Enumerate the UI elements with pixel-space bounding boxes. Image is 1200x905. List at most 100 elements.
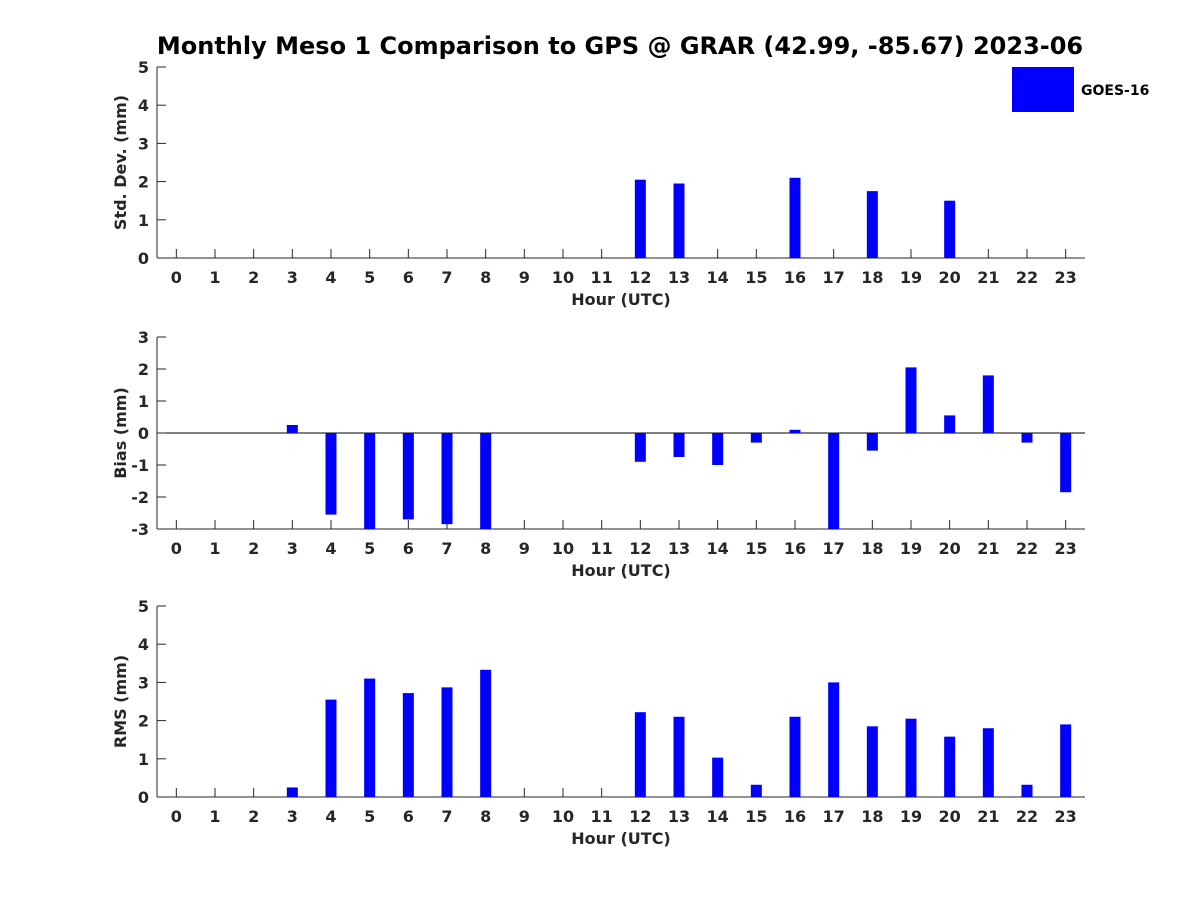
bar <box>634 433 646 462</box>
legend-swatch <box>1012 67 1074 112</box>
x-tick-label: 5 <box>364 539 375 558</box>
x-tick-label: 19 <box>900 268 922 287</box>
x-tick-label: 0 <box>171 268 182 287</box>
x-tick-label: 13 <box>668 268 690 287</box>
bar <box>325 433 337 515</box>
x-tick-label: 3 <box>287 807 298 826</box>
y-tick-label: 3 <box>138 328 149 347</box>
x-tick-label: 5 <box>364 268 375 287</box>
bar <box>402 433 414 520</box>
y-tick-label: 2 <box>138 712 149 731</box>
x-tick-label: 3 <box>287 268 298 287</box>
bar <box>1021 433 1033 443</box>
bar <box>634 179 646 258</box>
x-tick-label: 16 <box>784 539 806 558</box>
x-tick-label: 4 <box>325 807 336 826</box>
legend-label: GOES-16 <box>1081 83 1149 99</box>
x-tick-label: 10 <box>552 539 574 558</box>
bar <box>789 429 801 433</box>
x-tick-label: 9 <box>519 539 530 558</box>
bar <box>480 433 492 529</box>
x-tick-label: 1 <box>209 539 220 558</box>
bar <box>750 433 762 443</box>
y-tick-label: -1 <box>131 456 149 475</box>
x-tick-label: 12 <box>629 807 651 826</box>
x-tick-label: 21 <box>977 807 999 826</box>
x-tick-label: 5 <box>364 807 375 826</box>
bar <box>634 712 646 797</box>
x-tick-label: 8 <box>480 268 491 287</box>
x-tick-label: 11 <box>591 268 613 287</box>
y-tick-label: 4 <box>138 96 149 115</box>
bar <box>866 726 878 797</box>
bar <box>1060 724 1072 797</box>
y-tick-label: 0 <box>138 788 149 807</box>
y-axis-label: Bias (mm) <box>111 387 130 479</box>
bar <box>789 177 801 258</box>
x-tick-label: 14 <box>707 268 729 287</box>
bar <box>1060 433 1072 493</box>
x-tick-label: 10 <box>552 807 574 826</box>
x-tick-label: 9 <box>519 807 530 826</box>
chart-title: Monthly Meso 1 Comparison to GPS @ GRAR … <box>157 32 1083 60</box>
x-tick-label: 4 <box>325 539 336 558</box>
x-tick-label: 22 <box>1016 539 1038 558</box>
bar <box>944 415 956 433</box>
bar <box>982 375 994 433</box>
x-tick-label: 3 <box>287 539 298 558</box>
x-tick-label: 17 <box>823 539 845 558</box>
x-tick-label: 9 <box>519 268 530 287</box>
x-tick-label: 13 <box>668 539 690 558</box>
y-tick-label: 3 <box>138 134 149 153</box>
x-tick-label: 16 <box>784 268 806 287</box>
bar <box>866 433 878 451</box>
bar <box>866 191 878 258</box>
y-tick-label: 1 <box>138 211 149 230</box>
x-tick-label: 2 <box>248 268 259 287</box>
x-tick-label: 7 <box>441 268 452 287</box>
y-tick-label: -2 <box>131 488 149 507</box>
x-tick-label: 1 <box>209 268 220 287</box>
bar <box>673 716 685 797</box>
bar <box>441 687 453 797</box>
x-tick-label: 6 <box>403 539 414 558</box>
x-tick-label: 22 <box>1016 807 1038 826</box>
x-tick-label: 11 <box>591 807 613 826</box>
y-tick-label: 3 <box>138 673 149 692</box>
bar <box>364 433 376 529</box>
x-tick-label: 21 <box>977 268 999 287</box>
y-tick-label: -3 <box>131 520 149 539</box>
bar <box>480 669 492 797</box>
y-tick-label: 5 <box>138 58 149 77</box>
bar <box>325 699 337 797</box>
x-tick-label: 17 <box>823 268 845 287</box>
y-tick-label: 5 <box>138 597 149 616</box>
x-tick-label: 17 <box>823 807 845 826</box>
bar <box>1021 784 1033 797</box>
x-tick-label: 0 <box>171 539 182 558</box>
y-tick-label: 0 <box>138 424 149 443</box>
bar <box>944 200 956 258</box>
x-tick-label: 20 <box>939 268 961 287</box>
x-tick-label: 16 <box>784 807 806 826</box>
x-tick-label: 2 <box>248 807 259 826</box>
bar <box>402 693 414 797</box>
x-tick-label: 2 <box>248 539 259 558</box>
y-tick-label: 1 <box>138 392 149 411</box>
x-tick-label: 6 <box>403 268 414 287</box>
x-tick-label: 1 <box>209 807 220 826</box>
x-tick-label: 8 <box>480 807 491 826</box>
x-tick-label: 14 <box>707 539 729 558</box>
x-tick-label: 10 <box>552 268 574 287</box>
bar <box>905 367 917 433</box>
y-axis-label: Std. Dev. (mm) <box>111 95 130 230</box>
legend: GOES-16 <box>1012 67 1149 112</box>
x-tick-label: 14 <box>707 807 729 826</box>
y-tick-label: 1 <box>138 750 149 769</box>
